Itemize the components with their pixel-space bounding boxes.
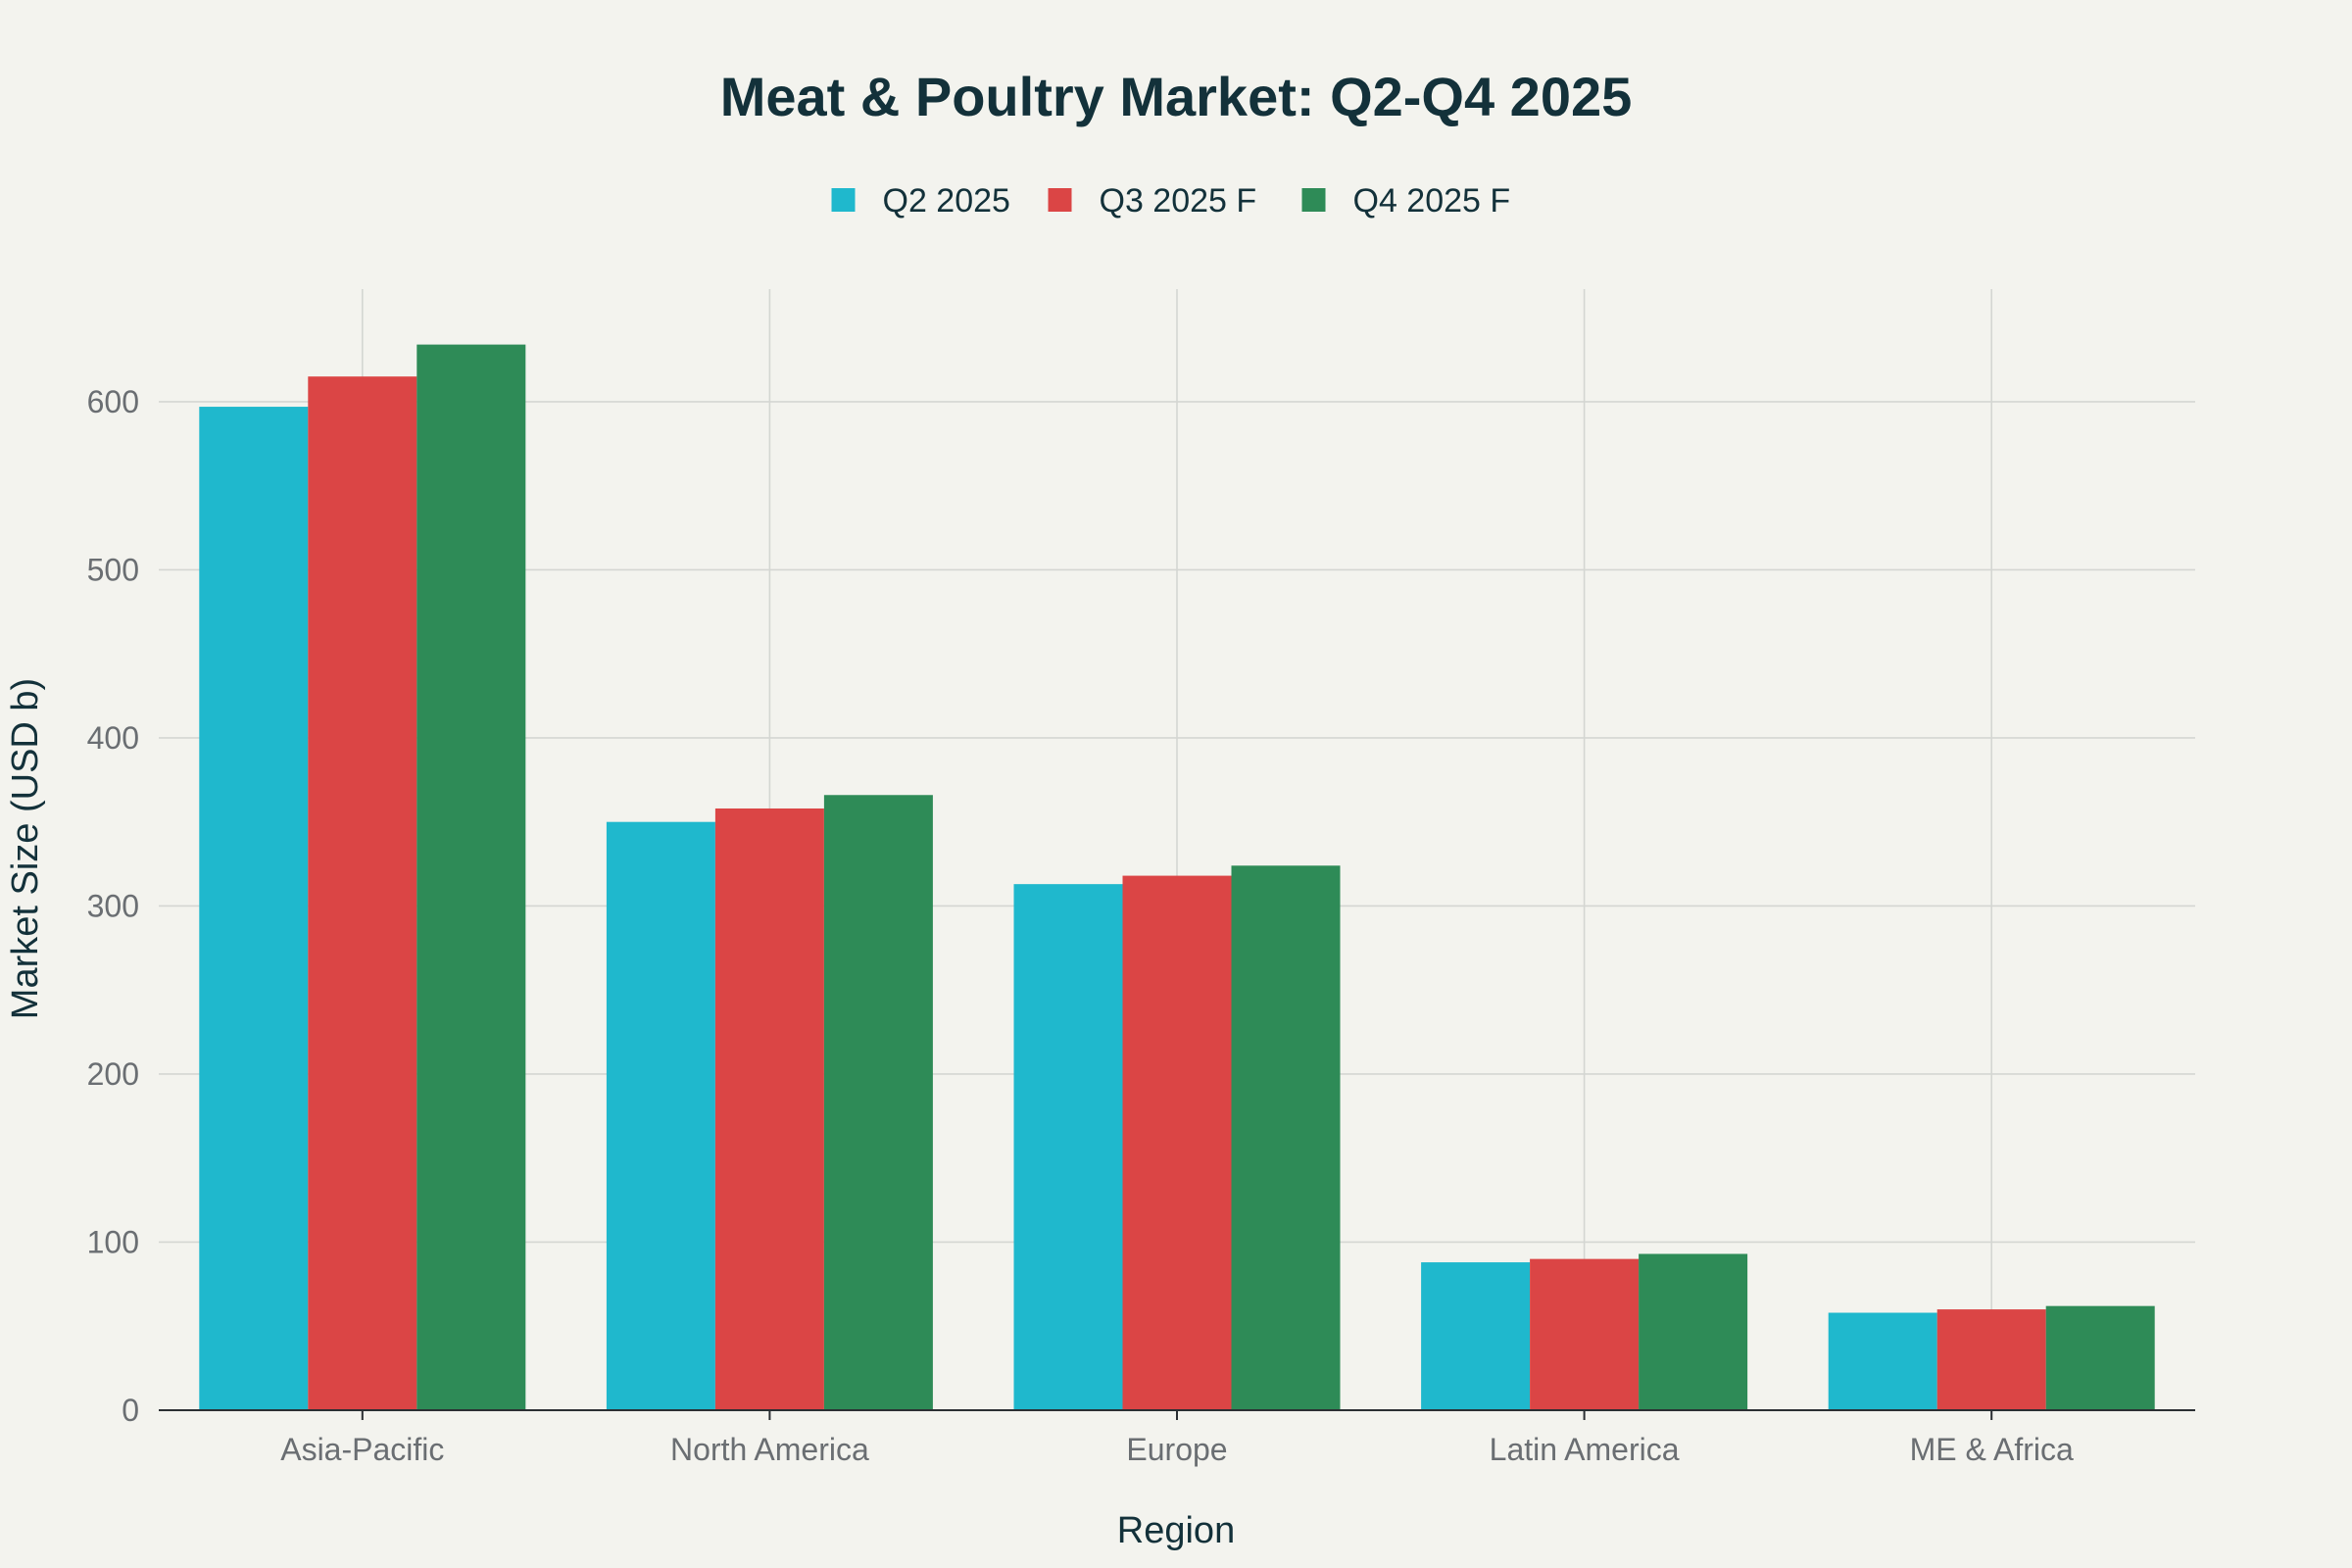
bar xyxy=(823,795,933,1410)
x-tick-label: North America xyxy=(670,1432,869,1467)
x-tick-label: ME & Africa xyxy=(1910,1432,2074,1467)
bar xyxy=(606,821,715,1410)
bar xyxy=(1639,1253,1748,1410)
bars xyxy=(199,344,2155,1411)
legend-label: Q4 2025 F xyxy=(1353,182,1511,220)
chart-title: Meat & Poultry Market: Q2-Q4 2025 xyxy=(720,66,1633,127)
y-tick-label: 100 xyxy=(87,1224,139,1259)
y-tick-label: 300 xyxy=(87,888,139,923)
bar xyxy=(1421,1262,1531,1410)
bar xyxy=(2045,1305,2155,1410)
legend-swatch xyxy=(1048,188,1072,212)
bar xyxy=(308,376,417,1411)
x-tick-label: Asia-Pacific xyxy=(280,1432,444,1467)
bar xyxy=(416,344,526,1410)
y-tick-label: 0 xyxy=(122,1393,139,1428)
y-tick-label: 500 xyxy=(87,552,139,587)
y-tick-label: 400 xyxy=(87,720,139,756)
y-tick-label: 200 xyxy=(87,1056,139,1092)
bar xyxy=(714,808,824,1410)
x-tick-label: Europe xyxy=(1126,1432,1227,1467)
y-tick-label: 600 xyxy=(87,384,139,419)
x-axis-ticks: Asia-Pacific North America Europe Latin Ame… xyxy=(280,1410,2074,1467)
y-axis-title: Market Size (USD b) xyxy=(5,678,46,1019)
bar xyxy=(1122,875,1232,1410)
legend-swatch xyxy=(1301,188,1326,212)
bar xyxy=(1231,865,1341,1410)
bar xyxy=(1936,1309,2046,1410)
bar xyxy=(1530,1258,1640,1410)
legend: Q2 2025 Q3 2025 F Q4 2025 F xyxy=(831,182,1511,220)
x-axis-title: Region xyxy=(1117,1510,1235,1551)
x-tick-label: Latin America xyxy=(1490,1432,1680,1467)
legend-swatch xyxy=(831,188,856,212)
y-axis-ticks: 0 100 200 300 400 500 600 xyxy=(87,384,139,1428)
legend-label: Q2 2025 xyxy=(883,182,1010,220)
bar xyxy=(1828,1312,1937,1410)
legend-label: Q3 2025 F xyxy=(1100,182,1257,220)
bar xyxy=(1013,884,1123,1410)
bar xyxy=(199,407,309,1411)
